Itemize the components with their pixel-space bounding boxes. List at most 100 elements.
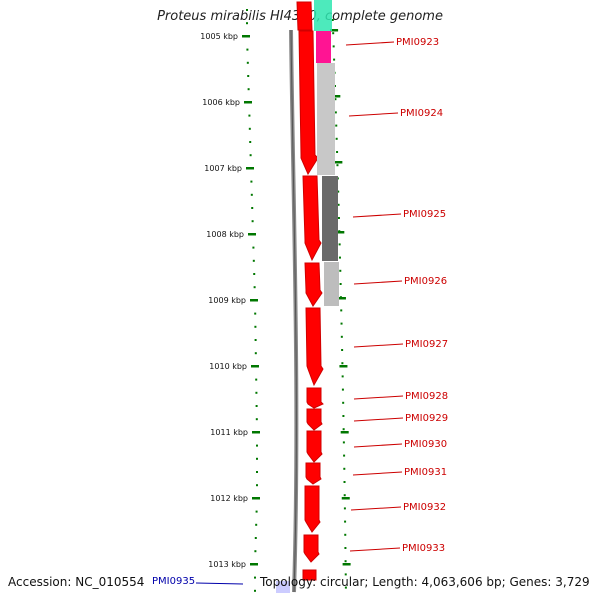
scale-major-tick [246, 167, 254, 170]
gene-arrow[interactable] [303, 534, 320, 563]
scale-dot [246, 9, 248, 11]
track-dot [334, 111, 337, 114]
topology-text: Topology: circular; Length: 4,063,606 bp… [260, 575, 590, 589]
scale-dot [256, 484, 258, 487]
feature-block-magenta[interactable] [316, 31, 331, 63]
track-dot [343, 467, 346, 470]
track-major-tick [330, 29, 339, 32]
gene-arrow[interactable] [306, 387, 324, 409]
track-dot [343, 507, 346, 510]
scale-dot [246, 22, 248, 25]
gene-label[interactable]: PMI0933 [402, 543, 445, 554]
gene-arrow[interactable] [305, 307, 324, 387]
scale-dot [253, 286, 256, 289]
gene-arrow[interactable] [304, 262, 323, 307]
track-dot [344, 520, 347, 523]
gene-label[interactable]: PMI0926 [404, 276, 447, 287]
track-dot [343, 494, 346, 497]
axis-tick-label: 1007 kbp [204, 164, 242, 173]
track-dot [338, 256, 341, 259]
scale-dot [254, 589, 256, 592]
axis-labels: 1005 kbp 1006 kbp 1007 kbp 1008 kbp 1009 kbp… [200, 32, 248, 569]
feature-block-mint[interactable] [314, 0, 332, 31]
gene-leader-line [353, 395, 404, 400]
scale-dot [255, 405, 258, 407]
scale-dot [254, 352, 257, 355]
scale-dot [251, 220, 254, 223]
track-dot [344, 586, 347, 589]
track-dot [344, 547, 347, 549]
feature-block-lightgray[interactable] [317, 63, 335, 175]
track-dot [339, 283, 342, 285]
gene-label[interactable]: PMI0923 [396, 37, 439, 48]
right-scale-track [330, 19, 351, 589]
track-dot [342, 441, 345, 444]
gene-arrow[interactable] [298, 30, 319, 176]
gene-label[interactable]: PMI0927 [405, 339, 448, 350]
scale-dot [254, 576, 256, 579]
gene-label[interactable]: PMI0929 [405, 413, 448, 424]
scale-dot [249, 141, 252, 143]
axis-tick-label: 1008 kbp [206, 230, 244, 239]
gene-leader-line [353, 417, 404, 422]
scale-major-tick [242, 35, 250, 38]
track-dot [341, 362, 344, 365]
scale-dot [247, 75, 250, 77]
axis-tick-label: 1011 kbp [210, 428, 248, 437]
gene-label[interactable]: PMI0930 [404, 439, 447, 450]
gene-arrow[interactable] [302, 175, 322, 262]
gene-arrow[interactable] [302, 569, 317, 581]
track-dot [332, 45, 335, 48]
gene-arrow[interactable] [305, 462, 322, 485]
track-dot [341, 388, 344, 391]
axis-tick-label: 1010 kbp [209, 362, 247, 371]
gene-arrow[interactable] [306, 430, 323, 463]
track-major-tick [342, 563, 351, 566]
axis-tick-label: 1005 kbp [200, 32, 238, 41]
gene-label[interactable]: PMI0924 [400, 108, 443, 119]
gene-label[interactable]: PMI0932 [403, 502, 446, 513]
feature-block-lightgray-2[interactable] [324, 262, 339, 306]
track-major-tick [334, 161, 343, 164]
gene-leader-line [348, 112, 399, 117]
track-dot [335, 124, 338, 127]
gene-leader-line [352, 471, 403, 476]
track-dot [344, 560, 347, 563]
gene-leader-line [353, 280, 403, 285]
track-dot [338, 243, 341, 246]
track-dot [334, 98, 337, 101]
gene-label[interactable]: PMI0928 [405, 391, 448, 402]
track-dot [342, 415, 345, 417]
track-dot [337, 203, 340, 206]
feature-block-darkgray[interactable] [322, 176, 338, 261]
gene-leader-line [345, 41, 395, 46]
track-dot [335, 137, 338, 140]
gene-arrow[interactable] [306, 408, 323, 431]
scale-dot [246, 61, 249, 64]
gene-leader-lines [345, 41, 404, 552]
gene-leader-line [352, 213, 402, 218]
bottom-feature-block[interactable] [276, 581, 290, 593]
track-dot [341, 375, 344, 378]
gene-arrow[interactable] [296, 1, 313, 31]
track-dot [336, 151, 339, 153]
scale-major-tick [250, 299, 258, 302]
bottom-gene-label[interactable]: PMI0935 [152, 576, 196, 587]
scale-dot [254, 325, 257, 328]
gene-label[interactable]: PMI0931 [404, 467, 447, 478]
scale-major-tick [251, 365, 259, 368]
track-dot [332, 32, 335, 35]
track-major-tick [340, 431, 349, 434]
track-dot [336, 164, 339, 167]
gene-label[interactable]: PMI0925 [403, 209, 446, 220]
gene-arrow[interactable] [304, 485, 321, 533]
track-dot [340, 322, 343, 325]
scale-dot [251, 207, 254, 209]
bottom-gene-leader [195, 582, 244, 585]
feature-blocks [314, 0, 339, 306]
track-dot [343, 481, 346, 483]
gene-leader-line [353, 443, 403, 448]
axis-tick-label: 1013 kbp [208, 560, 246, 569]
scale-major-tick [250, 563, 258, 566]
